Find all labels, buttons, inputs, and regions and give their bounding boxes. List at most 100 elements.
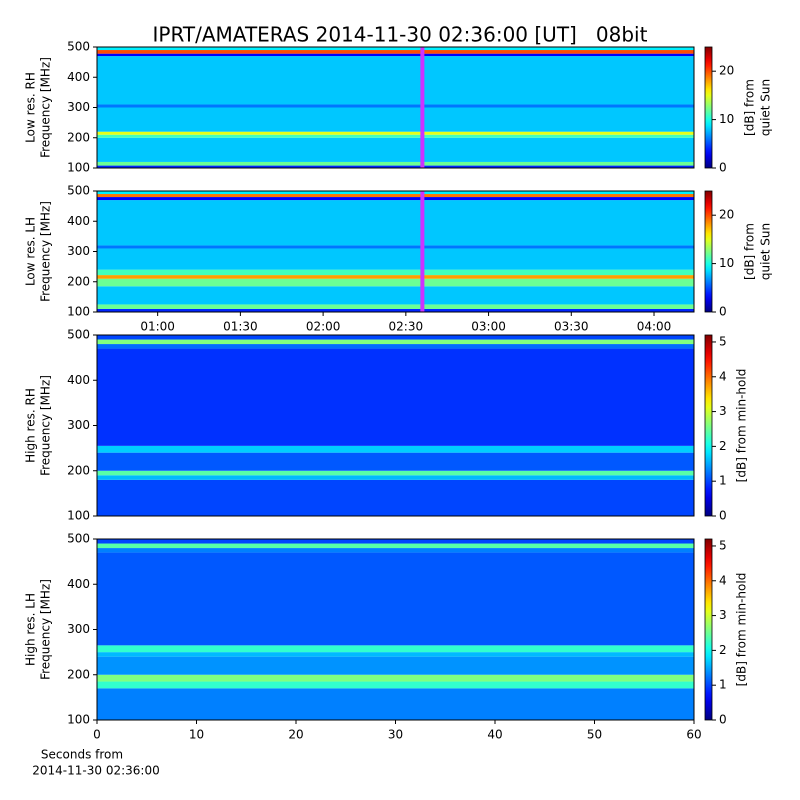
heatmap-band [97, 53, 694, 57]
colorbar-tick-label: 4 [719, 573, 727, 587]
heatmap-band [97, 479, 694, 516]
colorbar-tick-label: 0 [719, 713, 727, 727]
colorbar-tick-label: 0 [719, 161, 727, 175]
colorbar [704, 190, 713, 313]
heatmap-band [97, 50, 694, 54]
y-tick-label: 200 [67, 274, 90, 288]
y-tick-label: 100 [67, 161, 90, 175]
colorbar-tick-label: 1 [719, 678, 727, 692]
heatmap-band [97, 475, 694, 480]
heatmap-band [97, 165, 694, 168]
x-tick-label: 01:30 [223, 320, 258, 334]
y-tick-label: 400 [67, 373, 90, 387]
y-tick-label: 500 [67, 532, 90, 546]
colorbar-tick-label: 10 [719, 256, 734, 270]
x-tick-label: 20 [288, 728, 303, 742]
y-axis-label: High res. LH [24, 593, 38, 666]
y-tick-label: 200 [67, 463, 90, 477]
heatmap-band [97, 539, 694, 544]
heatmap-band [97, 656, 694, 675]
heatmap-band [97, 197, 694, 201]
y-tick-label: 500 [67, 40, 90, 54]
colorbar [704, 538, 713, 721]
heatmap-band [97, 344, 694, 349]
heatmap-band [97, 56, 694, 105]
colorbar-tick-label: 10 [719, 112, 734, 126]
y-tick-label: 300 [67, 100, 90, 114]
x-tick-label: 50 [587, 728, 602, 742]
heatmap-band [97, 543, 694, 549]
y-tick-label: 300 [67, 622, 90, 636]
heatmap-band [97, 161, 694, 166]
y-axis-label: High res. RH [24, 388, 38, 463]
y-axis-label: Frequency [MHz] [39, 375, 53, 476]
x-tick-label: 03:30 [554, 320, 589, 334]
heatmap-band [97, 339, 694, 345]
x-axis-label: Seconds from [41, 748, 123, 762]
colorbar-tick-label: 20 [719, 64, 734, 78]
heatmap-band [97, 308, 694, 312]
heatmap-band [97, 131, 694, 135]
heatmap-band [97, 688, 694, 720]
chart-title: IPRT/AMATERAS 2014-11-30 02:36:00 [UT] 0… [153, 23, 648, 47]
colorbar-tick-label: 4 [719, 369, 727, 383]
x-tick-label: 01:00 [140, 320, 175, 334]
heatmap-band [97, 47, 694, 51]
colorbar [704, 46, 713, 169]
heatmap-band [97, 286, 694, 305]
colorbar-label: [dB] from min-hold [735, 573, 749, 687]
heatmap-band [97, 552, 694, 646]
x-tick-label: 60 [686, 728, 701, 742]
heatmap-band [97, 137, 694, 162]
colorbar-tick-label: 20 [719, 208, 734, 222]
heatmap-band [97, 191, 694, 195]
colorbar-tick-label: 0 [719, 305, 727, 319]
colorbar-tick-label: 1 [719, 474, 727, 488]
colorbar-tick-label: 5 [719, 538, 727, 552]
x-tick-label: 04:00 [637, 320, 672, 334]
y-tick-label: 200 [67, 130, 90, 144]
y-tick-label: 300 [67, 244, 90, 258]
y-axis-label: Frequency [MHz] [39, 57, 53, 158]
heatmap-band [97, 652, 694, 657]
y-tick-label: 300 [67, 418, 90, 432]
heatmap-band [97, 452, 694, 471]
colorbar-tick-label: 0 [719, 509, 727, 523]
y-axis-label: Frequency [MHz] [39, 579, 53, 680]
heatmap-band [97, 335, 694, 340]
colorbar-label: [dB] from [743, 223, 757, 280]
y-tick-label: 200 [67, 667, 90, 681]
y-tick-label: 400 [67, 577, 90, 591]
heatmap-band [97, 304, 694, 309]
colorbar-tick-label: 3 [719, 404, 727, 418]
y-tick-label: 400 [67, 214, 90, 228]
colorbar-tick-label: 2 [719, 643, 727, 657]
heatmap-band [97, 548, 694, 553]
heatmap-band [97, 681, 694, 689]
y-tick-label: 100 [67, 713, 90, 727]
heatmap-band [97, 278, 694, 287]
x-tick-label: 02:30 [389, 320, 424, 334]
colorbar-label: quiet Sun [759, 223, 773, 280]
y-axis-label: Frequency [MHz] [39, 201, 53, 302]
marker-line [420, 47, 425, 168]
x-tick-label: 10 [189, 728, 204, 742]
y-tick-label: 400 [67, 70, 90, 84]
heatmap-band [97, 248, 694, 270]
y-tick-label: 500 [67, 184, 90, 198]
heatmap-band [97, 674, 694, 682]
marker-line [420, 191, 425, 312]
heatmap-band [97, 245, 694, 249]
heatmap-band [97, 275, 694, 279]
heatmap-band [97, 470, 694, 476]
heatmap-band [97, 200, 694, 246]
heatmap-band [97, 645, 694, 653]
x-axis-label: 2014-11-30 02:36:00 [32, 764, 159, 778]
x-tick-label: 03:00 [471, 320, 506, 334]
y-tick-label: 100 [67, 305, 90, 319]
heatmap-band [97, 134, 694, 138]
heatmap-band [97, 269, 694, 276]
heatmap-band [97, 104, 694, 108]
colorbar [704, 334, 713, 517]
